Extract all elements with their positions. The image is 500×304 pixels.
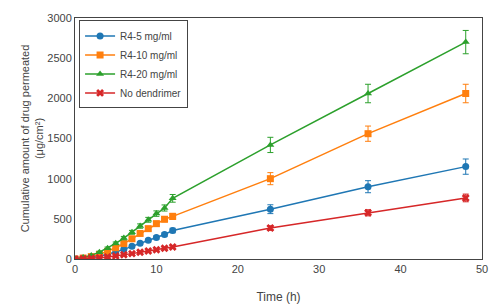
svg-text:20: 20 — [232, 263, 244, 275]
svg-text:2000: 2000 — [47, 92, 71, 104]
svg-text:30: 30 — [313, 263, 325, 275]
svg-text:0: 0 — [66, 253, 72, 265]
svg-text:3000: 3000 — [47, 12, 71, 24]
svg-text:10: 10 — [150, 263, 162, 275]
svg-text:50: 50 — [476, 263, 488, 275]
svg-text:Time (h): Time (h) — [256, 290, 300, 304]
svg-text:500: 500 — [53, 213, 71, 225]
svg-text:Cumulative amount of drug perm: Cumulative amount of drug permeated(μg/c… — [19, 45, 45, 233]
svg-text:1500: 1500 — [47, 132, 71, 144]
svg-text:0: 0 — [72, 263, 78, 275]
svg-text:R4-20 mg/ml: R4-20 mg/ml — [120, 69, 177, 80]
svg-text:R4-10 mg/ml: R4-10 mg/ml — [120, 50, 177, 61]
svg-text:40: 40 — [394, 263, 406, 275]
svg-text:1000: 1000 — [47, 173, 71, 185]
svg-text:No dendrimer: No dendrimer — [120, 88, 181, 99]
svg-text:R4-5 mg/ml: R4-5 mg/ml — [120, 31, 172, 42]
svg-text:2500: 2500 — [47, 52, 71, 64]
